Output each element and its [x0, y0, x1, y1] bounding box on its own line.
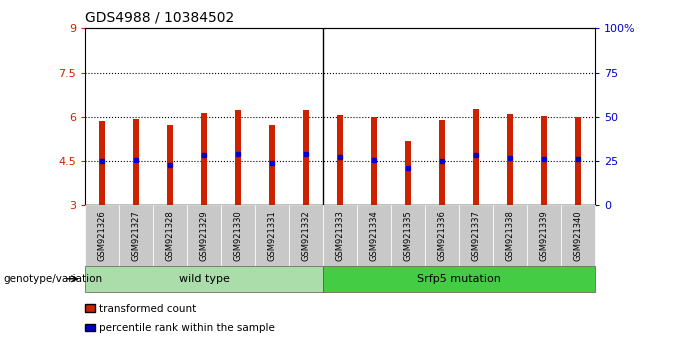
Text: GSM921337: GSM921337: [471, 210, 481, 261]
Text: wild type: wild type: [179, 274, 229, 284]
Bar: [337, 115, 343, 205]
Text: GSM921336: GSM921336: [437, 210, 447, 261]
Bar: [269, 125, 275, 205]
Bar: [303, 110, 309, 205]
Text: GSM921338: GSM921338: [505, 210, 515, 261]
Text: GSM921335: GSM921335: [403, 210, 413, 261]
Bar: [99, 121, 105, 205]
Text: GSM921340: GSM921340: [573, 210, 583, 261]
Bar: [201, 113, 207, 205]
Bar: [439, 120, 445, 205]
Bar: [541, 116, 547, 205]
Bar: [575, 117, 581, 205]
Text: GSM921329: GSM921329: [199, 210, 209, 261]
Text: GSM921339: GSM921339: [539, 210, 549, 261]
Text: genotype/variation: genotype/variation: [3, 274, 103, 284]
Text: Srfp5 mutation: Srfp5 mutation: [417, 274, 501, 284]
Text: GSM921334: GSM921334: [369, 210, 379, 261]
Text: GSM921333: GSM921333: [335, 210, 345, 261]
Bar: [235, 110, 241, 205]
Bar: [167, 125, 173, 205]
Bar: [405, 141, 411, 205]
Text: transformed count: transformed count: [99, 304, 196, 314]
Text: GSM921327: GSM921327: [131, 210, 141, 261]
Text: GSM921326: GSM921326: [97, 210, 107, 261]
Text: GDS4988 / 10384502: GDS4988 / 10384502: [85, 11, 234, 25]
Text: GSM921332: GSM921332: [301, 210, 311, 261]
Text: percentile rank within the sample: percentile rank within the sample: [99, 323, 275, 333]
Bar: [473, 109, 479, 205]
Text: GSM921330: GSM921330: [233, 210, 243, 261]
Bar: [507, 114, 513, 205]
Text: GSM921331: GSM921331: [267, 210, 277, 261]
Bar: [371, 117, 377, 205]
Text: GSM921328: GSM921328: [165, 210, 175, 261]
Bar: [133, 119, 139, 205]
